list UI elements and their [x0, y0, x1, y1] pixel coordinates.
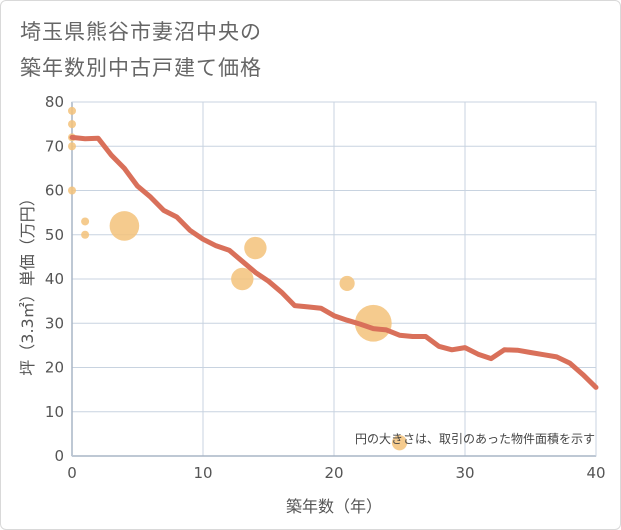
y-tick-label: 60 — [45, 182, 64, 200]
y-tick-label: 70 — [45, 137, 64, 155]
x-axis-label: 築年数（年） — [286, 497, 382, 516]
y-tick-label: 20 — [45, 359, 64, 377]
y-tick-label: 50 — [45, 226, 64, 244]
y-tick-labels: 0 10 20 30 40 50 60 70 80 — [45, 93, 64, 465]
title-line-1: 埼玉県熊谷市妻沼中央の — [20, 20, 262, 44]
y-tick-label: 30 — [45, 314, 64, 332]
y-tick-label: 10 — [45, 403, 64, 421]
data-bubble — [68, 106, 76, 115]
x-tick-label: 10 — [193, 464, 212, 482]
data-bubble — [68, 186, 76, 195]
x-tick-labels: 0 10 20 30 40 — [67, 464, 605, 482]
chart-title: 埼玉県熊谷市妻沼中央の 築年数別中古戸建て価格 — [20, 14, 262, 86]
trend-line — [69, 134, 599, 390]
data-bubble — [354, 304, 392, 342]
bubble-layer — [68, 106, 408, 451]
y-tick-label: 0 — [54, 447, 64, 465]
x-tick-label: 30 — [455, 464, 474, 482]
data-bubble — [68, 142, 76, 151]
data-bubble — [81, 217, 90, 226]
data-bubble — [244, 236, 267, 260]
plot-border — [71, 101, 597, 457]
y-tick-label: 40 — [45, 270, 64, 288]
y-axis-label: 坪（3.3㎡）単価（万円） — [18, 190, 37, 375]
x-tick-label: 0 — [67, 464, 77, 482]
y-tick-label: 80 — [45, 93, 64, 111]
data-bubble — [231, 267, 254, 291]
data-bubble — [339, 275, 355, 292]
data-bubble — [68, 120, 76, 129]
data-bubble — [391, 435, 408, 451]
data-bubble — [81, 230, 90, 239]
grid-lines — [71, 101, 596, 457]
data-bubble — [109, 211, 140, 241]
x-tick-label: 20 — [324, 464, 343, 482]
title-line-2: 築年数別中古戸建て価格 — [20, 56, 262, 80]
x-tick-label: 40 — [586, 464, 605, 482]
size-note: 円の大きさは、取引のあった物件面積を示す — [355, 431, 595, 446]
